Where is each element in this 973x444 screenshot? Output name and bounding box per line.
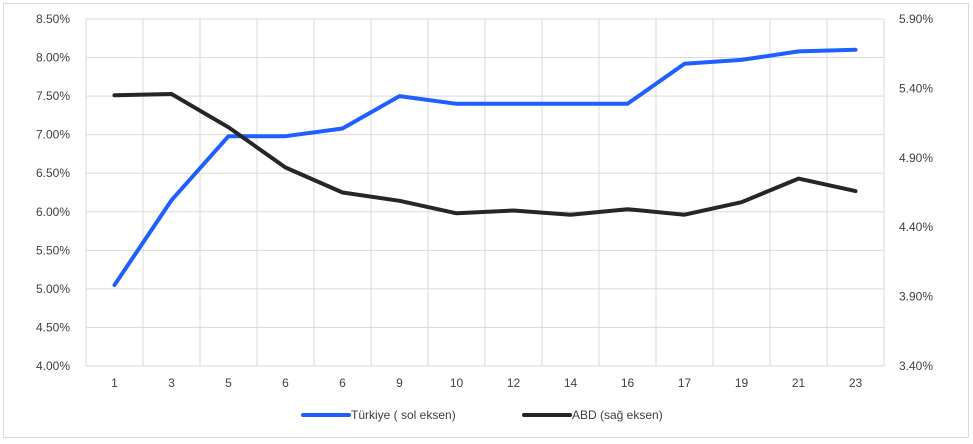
x-tick-label: 14 (564, 376, 578, 390)
x-tick-label: 16 (621, 376, 635, 390)
y-axis-right: 3.40% 3.90% 4.40% 4.90% 5.40% 5.90% (899, 12, 933, 373)
line-chart: 4.00% 4.50% 5.00% 5.50% 6.00% 6.50% 7.00% 7.50%… (4, 4, 970, 439)
x-tick-label: 6 (282, 376, 289, 390)
y-left-tick-label: 4.00% (36, 359, 70, 373)
y-left-tick-label: 6.50% (36, 166, 70, 180)
y-left-tick-label: 5.00% (36, 282, 70, 296)
y-right-tick-label: 5.90% (899, 12, 933, 26)
y-right-tick-label: 4.40% (899, 220, 933, 234)
y-left-tick-label: 4.50% (36, 320, 70, 334)
y-left-tick-label: 7.00% (36, 128, 70, 142)
x-tick-label: 21 (792, 376, 806, 390)
y-axis-left: 4.00% 4.50% 5.00% 5.50% 6.00% 6.50% 7.00% 7.50%… (36, 12, 70, 373)
y-left-tick-label: 6.00% (36, 205, 70, 219)
y-right-tick-label: 3.90% (899, 290, 933, 304)
y-left-tick-label: 8.50% (36, 12, 70, 26)
x-tick-label: 23 (849, 376, 863, 390)
y-left-tick-label: 7.50% (36, 89, 70, 103)
x-tick-label: 5 (225, 376, 232, 390)
x-tick-label: 6 (339, 376, 346, 390)
chart-frame: 4.00% 4.50% 5.00% 5.50% 6.00% 6.50% 7.00% 7.50%… (3, 3, 969, 438)
x-tick-label: 3 (168, 376, 175, 390)
x-tick-label: 17 (678, 376, 692, 390)
x-tick-label: 9 (396, 376, 403, 390)
x-tick-label: 10 (450, 376, 464, 390)
y-right-tick-label: 4.90% (899, 151, 933, 165)
x-axis: 1 3 5 6 6 9 10 12 14 16 17 19 21 23 (111, 376, 862, 390)
y-left-tick-label: 5.50% (36, 243, 70, 257)
x-tick-label: 12 (507, 376, 521, 390)
x-tick-label: 19 (735, 376, 749, 390)
y-left-tick-label: 8.00% (36, 51, 70, 65)
y-right-tick-label: 5.40% (899, 81, 933, 95)
legend-label-turkiye: Türkiye ( sol eksen) (351, 408, 456, 422)
legend-label-abd: ABD (sağ eksen) (572, 408, 663, 422)
y-right-tick-label: 3.40% (899, 359, 933, 373)
x-tick-label: 1 (111, 376, 118, 390)
legend: Türkiye ( sol eksen) ABD (sağ eksen) (303, 408, 663, 422)
